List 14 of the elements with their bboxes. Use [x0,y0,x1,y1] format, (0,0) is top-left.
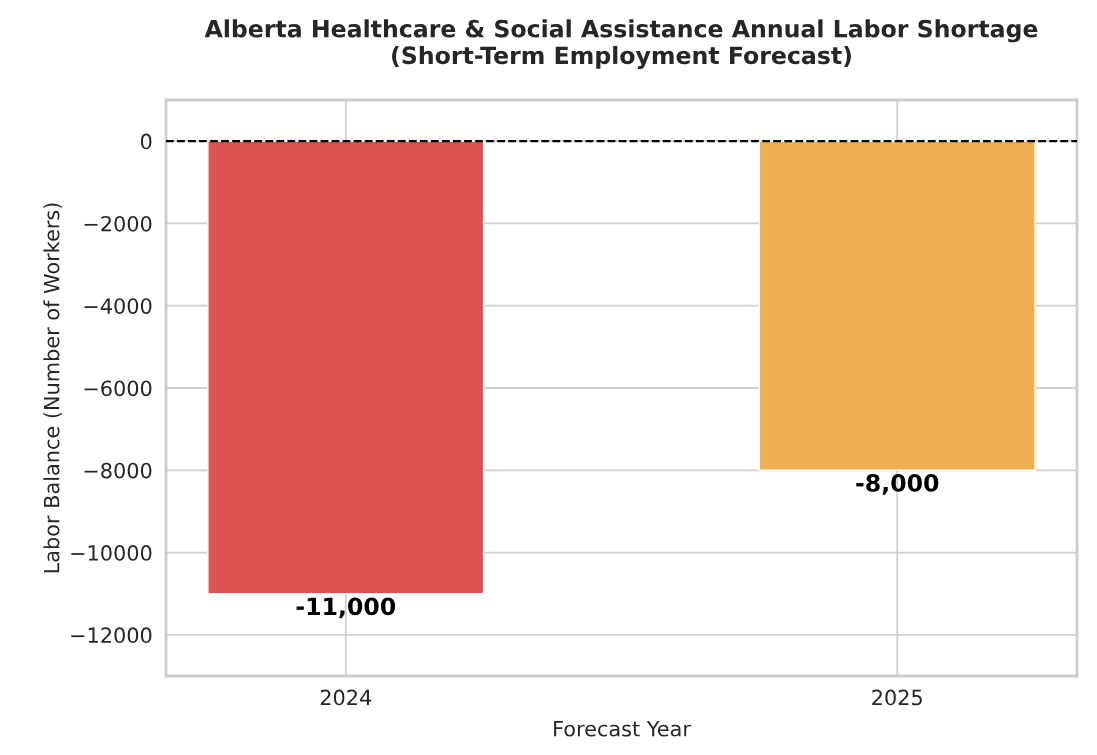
y-tick-label: −8000 [84,462,152,479]
x-tick-label: 2024 [320,689,372,706]
x-tick-label: 2025 [872,689,922,706]
y-tick-label: −12000 [71,627,152,644]
y-tick-label: −10000 [71,545,152,561]
x-axis-title: Forecast Year [554,721,691,737]
y-tick-label: 0 [140,133,152,150]
y-tick-label: −4000 [84,298,152,314]
y-tick-label: −6000 [84,380,152,397]
data-label: -11,000 [296,597,396,619]
chart-title: Alberta Healthcare & Social Assistance Annual Labor Shortage (Short-Term Employment Forecast) [204,19,1038,69]
data-label: -8,000 [856,473,939,495]
y-axis-title: Labor Balance (Number of Workers) [43,203,62,573]
y-tick-label: −2000 [84,215,152,232]
